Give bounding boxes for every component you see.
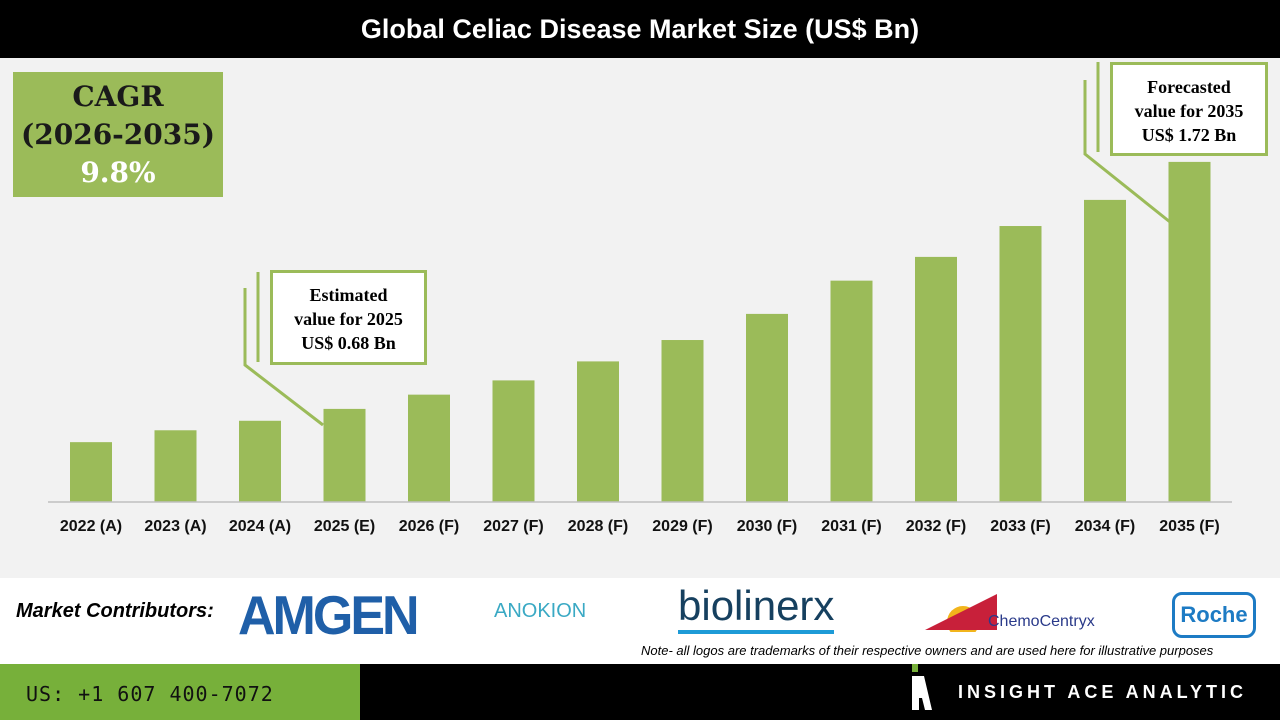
anokion-logo: ANOKION — [494, 600, 587, 622]
bar-2023 (A) — [154, 430, 197, 502]
cagr-label: CAGR — [72, 80, 164, 113]
chemocentryx-mark-icon — [925, 594, 997, 632]
x-tick-label: 2030 (F) — [737, 518, 797, 535]
bar-2022 (A) — [70, 442, 112, 502]
bar-2029 (F) — [661, 340, 704, 502]
x-tick-label: 2031 (F) — [821, 518, 881, 535]
x-tick-label: 2028 (F) — [568, 518, 628, 535]
brand-banner: INSIGHT ACE ANALYTIC — [360, 664, 1280, 720]
bar-2028 (F) — [577, 361, 619, 502]
cagr-value: 9.8% — [80, 156, 156, 189]
bar-2031 (F) — [830, 280, 873, 502]
callout-estimated: Estimated value for 2025 US$ 0.68 Bn — [270, 270, 427, 365]
bar-2027 (F) — [492, 380, 535, 502]
x-tick-label: 2022 (A) — [60, 518, 122, 535]
bar-2032 (F) — [915, 256, 957, 502]
callout-forecasted: Forecasted value for 2035 US$ 1.72 Bn — [1110, 62, 1268, 156]
callout-text: value for 2035 — [1134, 101, 1244, 121]
x-tick-label: 2024 (A) — [229, 518, 291, 535]
x-tick-label: 2033 (F) — [990, 518, 1050, 535]
bar-2026 (F) — [408, 394, 450, 502]
phone-banner: US: +1 607 400-7072 — [0, 664, 360, 720]
cagr-period: (2026-2035) — [21, 118, 215, 151]
callout-text: value for 2025 — [294, 309, 403, 329]
x-tick-label: 2027 (F) — [483, 518, 543, 535]
contributors-section: Market Contributors: AMGEN ANOKION bioli… — [0, 578, 1280, 664]
x-tick-label: 2025 (E) — [314, 518, 375, 535]
callout-leader-2035 — [1083, 80, 1171, 224]
trademark-note: Note- all logos are trademarks of their … — [641, 643, 1214, 658]
chart-area: 2022 (A) 2023 (A) 2024 (A) 2025 (E) 2026 (F)… — [0, 58, 1280, 578]
biolinerx-logo: biolinerx — [678, 582, 835, 634]
bar-2033 (F) — [999, 226, 1042, 502]
brand-name: INSIGHT ACE ANALYTIC — [957, 682, 1247, 702]
contributors-label: Market Contributors: — [16, 600, 214, 622]
amgen-logo: AMGEN — [238, 585, 420, 647]
insight-ace-logo-icon — [912, 664, 932, 710]
x-tick-label: 2034 (F) — [1075, 518, 1135, 535]
bar-2034 (F) — [1084, 199, 1126, 502]
cagr-box: CAGR (2026-2035) 9.8% — [13, 72, 223, 197]
bar-2035 (F) — [1168, 161, 1211, 502]
chart-title: Global Celiac Disease Market Size (US$ B… — [0, 0, 1280, 58]
roche-logo: Roche — [1172, 592, 1256, 638]
callout-leader-2025 — [243, 288, 324, 427]
callout-text: Estimated — [309, 285, 388, 305]
x-tick-label: 2035 (F) — [1159, 518, 1219, 535]
callout-value: US$ 1.72 Bn — [1141, 125, 1237, 145]
x-tick-label: 2026 (F) — [399, 518, 459, 535]
bar-chart: 2022 (A) 2023 (A) 2024 (A) 2025 (E) 2026 (F)… — [48, 62, 1232, 535]
bar-2024 (A) — [239, 420, 281, 502]
chemocentryx-logo: ChemoCentryx — [988, 613, 1095, 630]
callout-value: US$ 0.68 Bn — [301, 333, 396, 353]
bar-2025 (E) — [323, 408, 366, 502]
x-tick-label: 2029 (F) — [652, 518, 712, 535]
x-tick-label: 2023 (A) — [144, 518, 206, 535]
x-tick-label: 2032 (F) — [906, 518, 966, 535]
callout-text: Forecasted — [1147, 77, 1231, 97]
bar-2030 (F) — [746, 313, 788, 502]
